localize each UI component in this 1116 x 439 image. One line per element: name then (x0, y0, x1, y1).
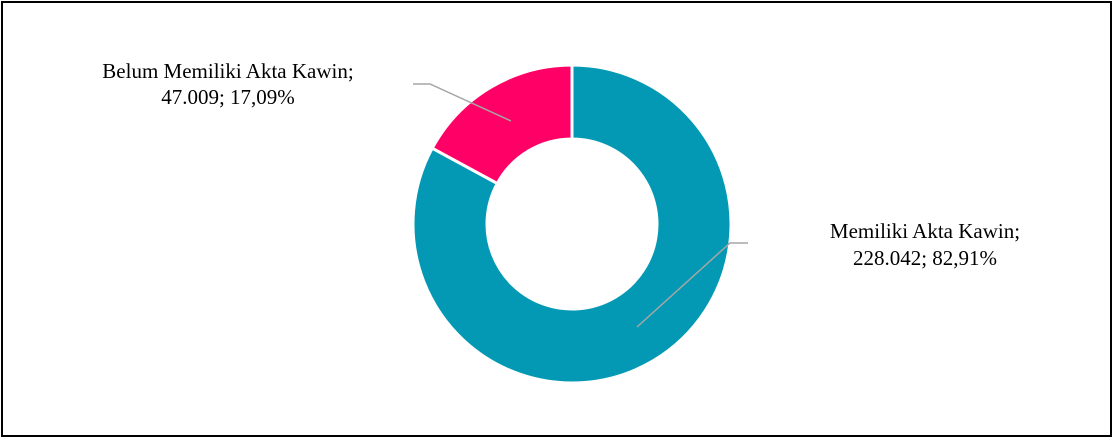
donut-slice-belum-memiliki-akta-kawin (430, 63, 574, 186)
donut-slice-memiliki-akta-kawin (411, 63, 733, 385)
leader-line-belum (413, 83, 512, 122)
data-label-memiliki-line1: Memiliki Akta Kawin; (830, 219, 1020, 243)
data-label-belum-line2: 47.009; 17,09% (161, 85, 295, 109)
data-label-memiliki-line2: 228.042; 82,91% (853, 246, 997, 270)
leader-line-memiliki (636, 242, 748, 328)
donut-slices (411, 63, 733, 385)
data-label-belum-line1: Belum Memiliki Akta Kawin; (102, 59, 353, 83)
